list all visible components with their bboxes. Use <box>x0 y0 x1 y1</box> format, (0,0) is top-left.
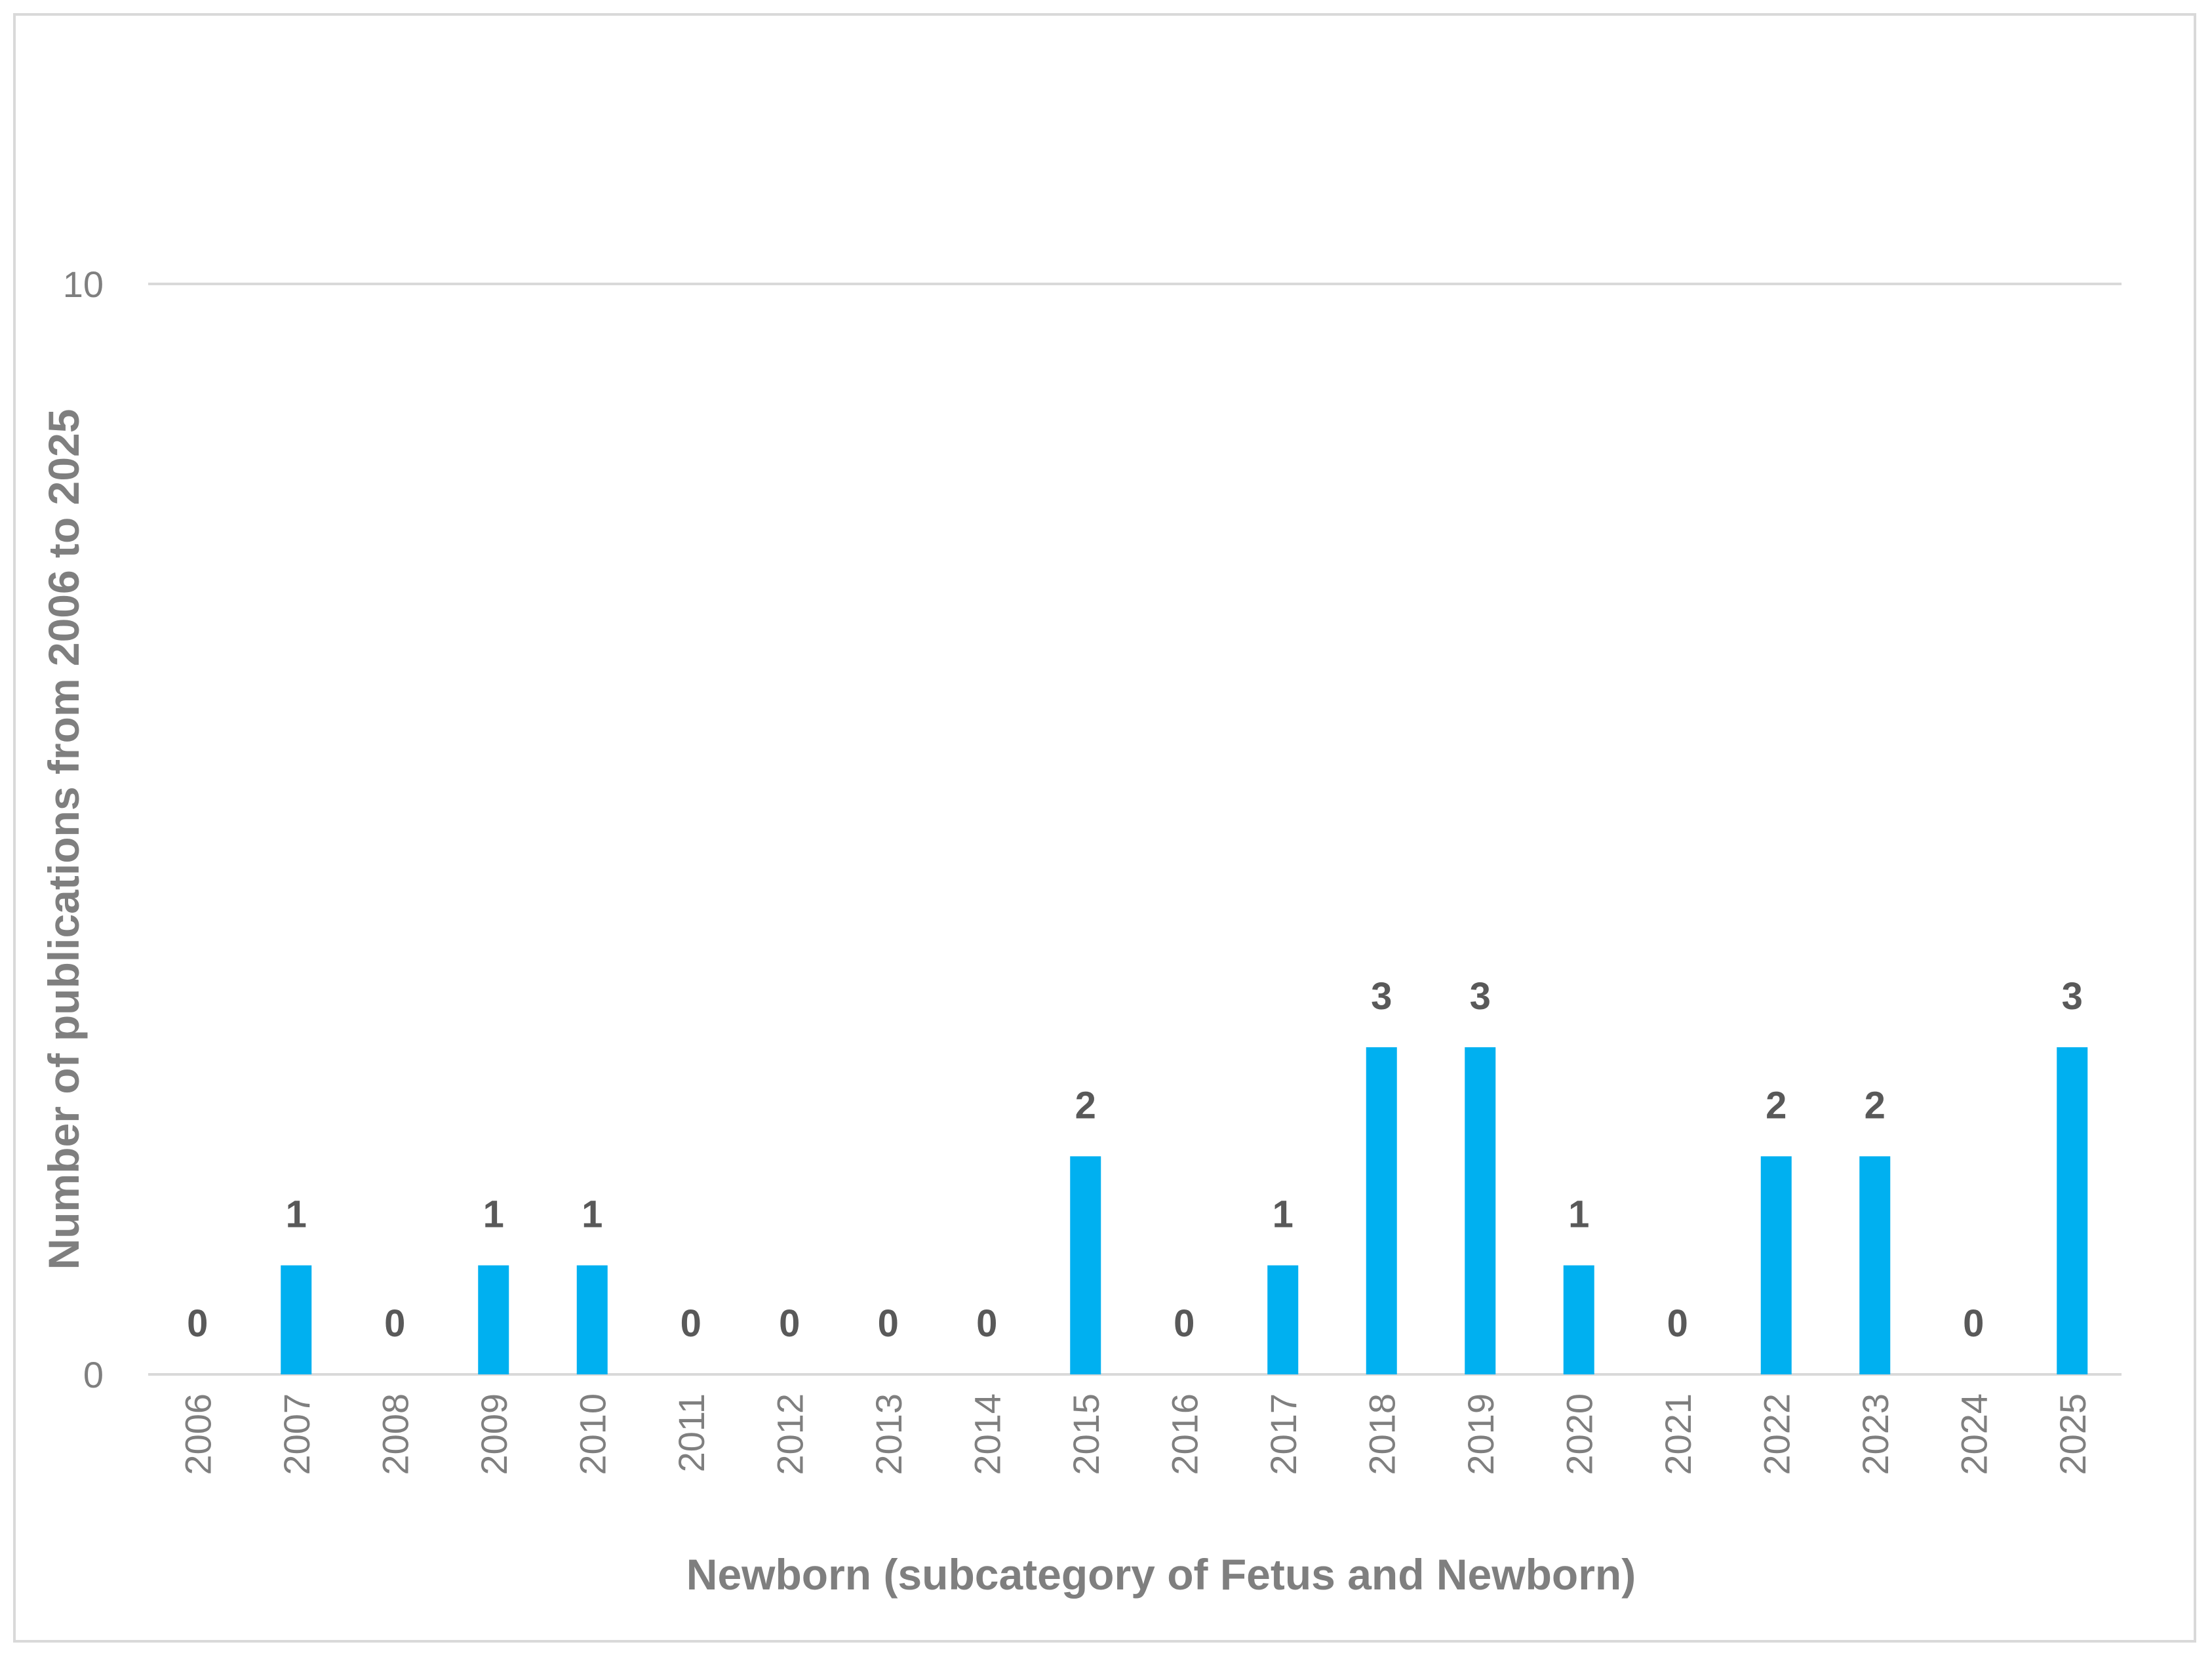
x-axis-title: Newborn (subcategory of Fetus and Newbor… <box>686 1550 1636 1599</box>
data-label-2013: 0 <box>878 1302 899 1345</box>
x-tick-label-2008: 2008 <box>374 1393 416 1475</box>
x-tick-label-2006: 2006 <box>177 1393 218 1475</box>
x-tick-label-2014: 2014 <box>966 1393 1008 1475</box>
data-label-2024: 0 <box>1963 1302 1984 1345</box>
x-tick-label-2007: 2007 <box>276 1393 317 1475</box>
x-tick-label-2025: 2025 <box>2052 1393 2093 1475</box>
bar-2020 <box>1563 1265 1594 1374</box>
bar-2018 <box>1366 1047 1397 1374</box>
x-tick-label-2015: 2015 <box>1065 1393 1107 1475</box>
data-label-2018: 3 <box>1371 975 1392 1018</box>
data-label-2006: 0 <box>187 1302 208 1345</box>
x-tick-label-2018: 2018 <box>1361 1393 1402 1475</box>
x-tick-label-2016: 2016 <box>1164 1393 1205 1475</box>
x-tick-label-2017: 2017 <box>1263 1393 1304 1475</box>
bar-2023 <box>1859 1156 1891 1374</box>
bar-2015 <box>1070 1156 1101 1374</box>
x-tick-label-2012: 2012 <box>769 1393 810 1475</box>
data-label-2023: 2 <box>1865 1084 1886 1127</box>
data-labels: 0 1 0 1 1 0 0 0 0 2 0 1 3 3 1 0 2 2 0 3 <box>187 975 2083 1345</box>
x-tick-label-2024: 2024 <box>1953 1393 1994 1475</box>
data-label-2009: 1 <box>483 1193 504 1236</box>
x-tick-label-2023: 2023 <box>1855 1393 1896 1475</box>
x-tick-label-2020: 2020 <box>1558 1393 1600 1475</box>
y-tick-labels: 0 10 <box>63 264 104 1395</box>
x-tick-label-2009: 2009 <box>473 1393 515 1475</box>
x-tick-label-2013: 2013 <box>868 1393 909 1475</box>
data-label-2025: 3 <box>2062 975 2083 1018</box>
bar-2022 <box>1760 1156 1792 1374</box>
data-label-2010: 1 <box>582 1193 602 1236</box>
data-label-2016: 0 <box>1174 1302 1195 1345</box>
y-tick-label: 0 <box>83 1354 104 1395</box>
x-tick-label-2010: 2010 <box>572 1393 613 1475</box>
data-label-2022: 2 <box>1766 1084 1787 1127</box>
bar-2017 <box>1267 1265 1299 1374</box>
gridlines <box>148 283 2122 1376</box>
bar-2010 <box>576 1265 608 1374</box>
data-label-2011: 0 <box>681 1302 701 1345</box>
data-label-2015: 2 <box>1075 1084 1096 1127</box>
data-label-2021: 0 <box>1667 1302 1688 1345</box>
data-label-2014: 0 <box>976 1302 997 1345</box>
x-tick-label-2019: 2019 <box>1460 1393 1501 1475</box>
data-label-2008: 0 <box>384 1302 405 1345</box>
data-label-2017: 1 <box>1273 1193 1294 1236</box>
x-tick-label-2021: 2021 <box>1657 1393 1699 1475</box>
x-tick-label-2022: 2022 <box>1756 1393 1797 1475</box>
x-tick-labels: 2006 2007 2008 2009 2010 2011 2012 2013 2014 2015… <box>177 1393 2093 1475</box>
bar-2019 <box>1465 1047 1496 1374</box>
data-label-2012: 0 <box>779 1302 800 1345</box>
bar-2025 <box>2057 1047 2088 1374</box>
data-label-2007: 1 <box>286 1193 307 1236</box>
data-label-2020: 1 <box>1568 1193 1589 1236</box>
y-tick-label: 10 <box>63 264 104 305</box>
x-tick-label-2011: 2011 <box>671 1393 712 1472</box>
bar-2009 <box>478 1265 509 1374</box>
bars <box>281 1047 2088 1374</box>
y-axis-title: Number of publications from 2006 to 2025 <box>39 409 88 1270</box>
bar-2007 <box>281 1265 312 1374</box>
data-label-2019: 3 <box>1470 975 1491 1018</box>
